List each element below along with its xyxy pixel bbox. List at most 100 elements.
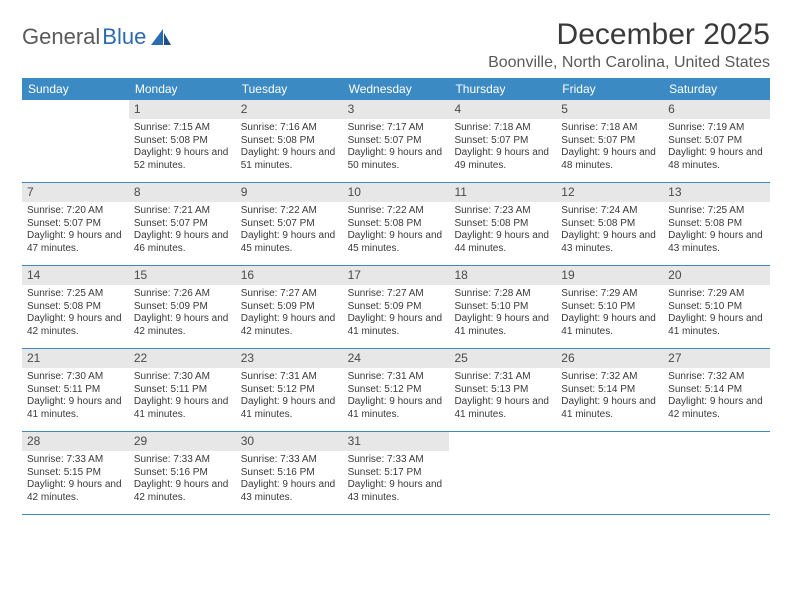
sunrise-line: Sunrise: 7:16 AM — [241, 122, 338, 135]
day-number: 29 — [129, 432, 236, 451]
day-body: Sunrise: 7:17 AMSunset: 5:07 PMDaylight:… — [348, 122, 445, 172]
day-cell — [556, 432, 663, 514]
sunset-line: Sunset: 5:14 PM — [668, 384, 765, 397]
month-title: December 2025 — [488, 18, 770, 52]
day-body: Sunrise: 7:32 AMSunset: 5:14 PMDaylight:… — [668, 371, 765, 421]
sunset-line: Sunset: 5:07 PM — [27, 218, 124, 231]
day-body: Sunrise: 7:31 AMSunset: 5:12 PMDaylight:… — [241, 371, 338, 421]
day-cell: 6Sunrise: 7:19 AMSunset: 5:07 PMDaylight… — [663, 100, 770, 182]
sunrise-line: Sunrise: 7:24 AM — [561, 205, 658, 218]
day-of-week-cell: Wednesday — [343, 78, 450, 100]
week-row: 14Sunrise: 7:25 AMSunset: 5:08 PMDayligh… — [22, 266, 770, 349]
day-number: 31 — [343, 432, 450, 451]
day-cell: 26Sunrise: 7:32 AMSunset: 5:14 PMDayligh… — [556, 349, 663, 431]
day-number: 4 — [449, 100, 556, 119]
day-body: Sunrise: 7:31 AMSunset: 5:12 PMDaylight:… — [348, 371, 445, 421]
sunrise-line: Sunrise: 7:25 AM — [27, 288, 124, 301]
day-of-week-cell: Friday — [556, 78, 663, 100]
day-cell: 7Sunrise: 7:20 AMSunset: 5:07 PMDaylight… — [22, 183, 129, 265]
sunset-line: Sunset: 5:08 PM — [348, 218, 445, 231]
daylight-line: Daylight: 9 hours and 41 minutes. — [348, 396, 445, 421]
day-of-week-cell: Monday — [129, 78, 236, 100]
day-number: 18 — [449, 266, 556, 285]
day-cell — [449, 432, 556, 514]
sunset-line: Sunset: 5:12 PM — [241, 384, 338, 397]
day-number: 27 — [663, 349, 770, 368]
week-row: 21Sunrise: 7:30 AMSunset: 5:11 PMDayligh… — [22, 349, 770, 432]
week-row: 7Sunrise: 7:20 AMSunset: 5:07 PMDaylight… — [22, 183, 770, 266]
brand-sail-icon — [150, 28, 172, 46]
sunset-line: Sunset: 5:07 PM — [348, 135, 445, 148]
day-number: 13 — [663, 183, 770, 202]
day-number: 30 — [236, 432, 343, 451]
sunset-line: Sunset: 5:16 PM — [241, 467, 338, 480]
day-body: Sunrise: 7:27 AMSunset: 5:09 PMDaylight:… — [348, 288, 445, 338]
sunset-line: Sunset: 5:17 PM — [348, 467, 445, 480]
sunset-line: Sunset: 5:13 PM — [454, 384, 551, 397]
sunrise-line: Sunrise: 7:27 AM — [241, 288, 338, 301]
daylight-line: Daylight: 9 hours and 41 minutes. — [348, 313, 445, 338]
day-cell: 5Sunrise: 7:18 AMSunset: 5:07 PMDaylight… — [556, 100, 663, 182]
day-cell: 10Sunrise: 7:22 AMSunset: 5:08 PMDayligh… — [343, 183, 450, 265]
daylight-line: Daylight: 9 hours and 43 minutes. — [241, 479, 338, 504]
day-cell: 24Sunrise: 7:31 AMSunset: 5:12 PMDayligh… — [343, 349, 450, 431]
day-body: Sunrise: 7:28 AMSunset: 5:10 PMDaylight:… — [454, 288, 551, 338]
day-body: Sunrise: 7:21 AMSunset: 5:07 PMDaylight:… — [134, 205, 231, 255]
sunrise-line: Sunrise: 7:22 AM — [348, 205, 445, 218]
sunrise-line: Sunrise: 7:17 AM — [348, 122, 445, 135]
sunset-line: Sunset: 5:12 PM — [348, 384, 445, 397]
daylight-line: Daylight: 9 hours and 42 minutes. — [134, 479, 231, 504]
daylight-line: Daylight: 9 hours and 43 minutes. — [348, 479, 445, 504]
day-cell: 28Sunrise: 7:33 AMSunset: 5:15 PMDayligh… — [22, 432, 129, 514]
day-cell: 12Sunrise: 7:24 AMSunset: 5:08 PMDayligh… — [556, 183, 663, 265]
day-body: Sunrise: 7:20 AMSunset: 5:07 PMDaylight:… — [27, 205, 124, 255]
daylight-line: Daylight: 9 hours and 42 minutes. — [27, 479, 124, 504]
day-cell: 1Sunrise: 7:15 AMSunset: 5:08 PMDaylight… — [129, 100, 236, 182]
sunrise-line: Sunrise: 7:19 AM — [668, 122, 765, 135]
daylight-line: Daylight: 9 hours and 42 minutes. — [27, 313, 124, 338]
day-cell: 25Sunrise: 7:31 AMSunset: 5:13 PMDayligh… — [449, 349, 556, 431]
day-cell: 23Sunrise: 7:31 AMSunset: 5:12 PMDayligh… — [236, 349, 343, 431]
daylight-line: Daylight: 9 hours and 47 minutes. — [27, 230, 124, 255]
day-cell: 15Sunrise: 7:26 AMSunset: 5:09 PMDayligh… — [129, 266, 236, 348]
day-cell: 4 Sunrise: 7:18 AMSunset: 5:07 PMDaylight… — [449, 100, 556, 182]
daylight-line: Daylight: 9 hours and 41 minutes. — [134, 396, 231, 421]
day-cell: 20Sunrise: 7:29 AMSunset: 5:10 PMDayligh… — [663, 266, 770, 348]
day-cell: 16Sunrise: 7:27 AMSunset: 5:09 PMDayligh… — [236, 266, 343, 348]
sunset-line: Sunset: 5:08 PM — [27, 301, 124, 314]
day-body: Sunrise: 7:26 AMSunset: 5:09 PMDaylight:… — [134, 288, 231, 338]
day-body: Sunrise: 7:30 AMSunset: 5:11 PMDaylight:… — [134, 371, 231, 421]
sunset-line: Sunset: 5:09 PM — [241, 301, 338, 314]
sunset-line: Sunset: 5:08 PM — [668, 218, 765, 231]
day-cell: 3 Sunrise: 7:17 AMSunset: 5:07 PMDaylight… — [343, 100, 450, 182]
day-number: 26 — [556, 349, 663, 368]
sunrise-line: Sunrise: 7:28 AM — [454, 288, 551, 301]
day-number: 22 — [129, 349, 236, 368]
sunrise-line: Sunrise: 7:15 AM — [134, 122, 231, 135]
calendar-page: GeneralBlue December 2025 Boonville, Nor… — [0, 0, 792, 525]
day-number: 3 — [343, 100, 450, 119]
day-cell: 19Sunrise: 7:29 AMSunset: 5:10 PMDayligh… — [556, 266, 663, 348]
day-number: 11 — [449, 183, 556, 202]
day-body: Sunrise: 7:33 AMSunset: 5:15 PMDaylight:… — [27, 454, 124, 504]
sunset-line: Sunset: 5:11 PM — [134, 384, 231, 397]
daylight-line: Daylight: 9 hours and 51 minutes. — [241, 147, 338, 172]
sunrise-line: Sunrise: 7:20 AM — [27, 205, 124, 218]
brand-logo: GeneralBlue — [22, 18, 172, 50]
day-of-week-cell: Sunday — [22, 78, 129, 100]
day-body: Sunrise: 7:30 AMSunset: 5:11 PMDaylight:… — [27, 371, 124, 421]
sunrise-line: Sunrise: 7:33 AM — [27, 454, 124, 467]
day-body: Sunrise: 7:18 AMSunset: 5:07 PMDaylight:… — [454, 122, 551, 172]
daylight-line: Daylight: 9 hours and 46 minutes. — [134, 230, 231, 255]
day-body: Sunrise: 7:25 AMSunset: 5:08 PMDaylight:… — [668, 205, 765, 255]
daylight-line: Daylight: 9 hours and 52 minutes. — [134, 147, 231, 172]
sunset-line: Sunset: 5:07 PM — [668, 135, 765, 148]
sunrise-line: Sunrise: 7:29 AM — [561, 288, 658, 301]
sunrise-line: Sunrise: 7:31 AM — [348, 371, 445, 384]
day-number: 12 — [556, 183, 663, 202]
sunrise-line: Sunrise: 7:32 AM — [668, 371, 765, 384]
day-cell: 21Sunrise: 7:30 AMSunset: 5:11 PMDayligh… — [22, 349, 129, 431]
sunrise-line: Sunrise: 7:29 AM — [668, 288, 765, 301]
sunset-line: Sunset: 5:08 PM — [241, 135, 338, 148]
day-number: 1 — [129, 100, 236, 119]
